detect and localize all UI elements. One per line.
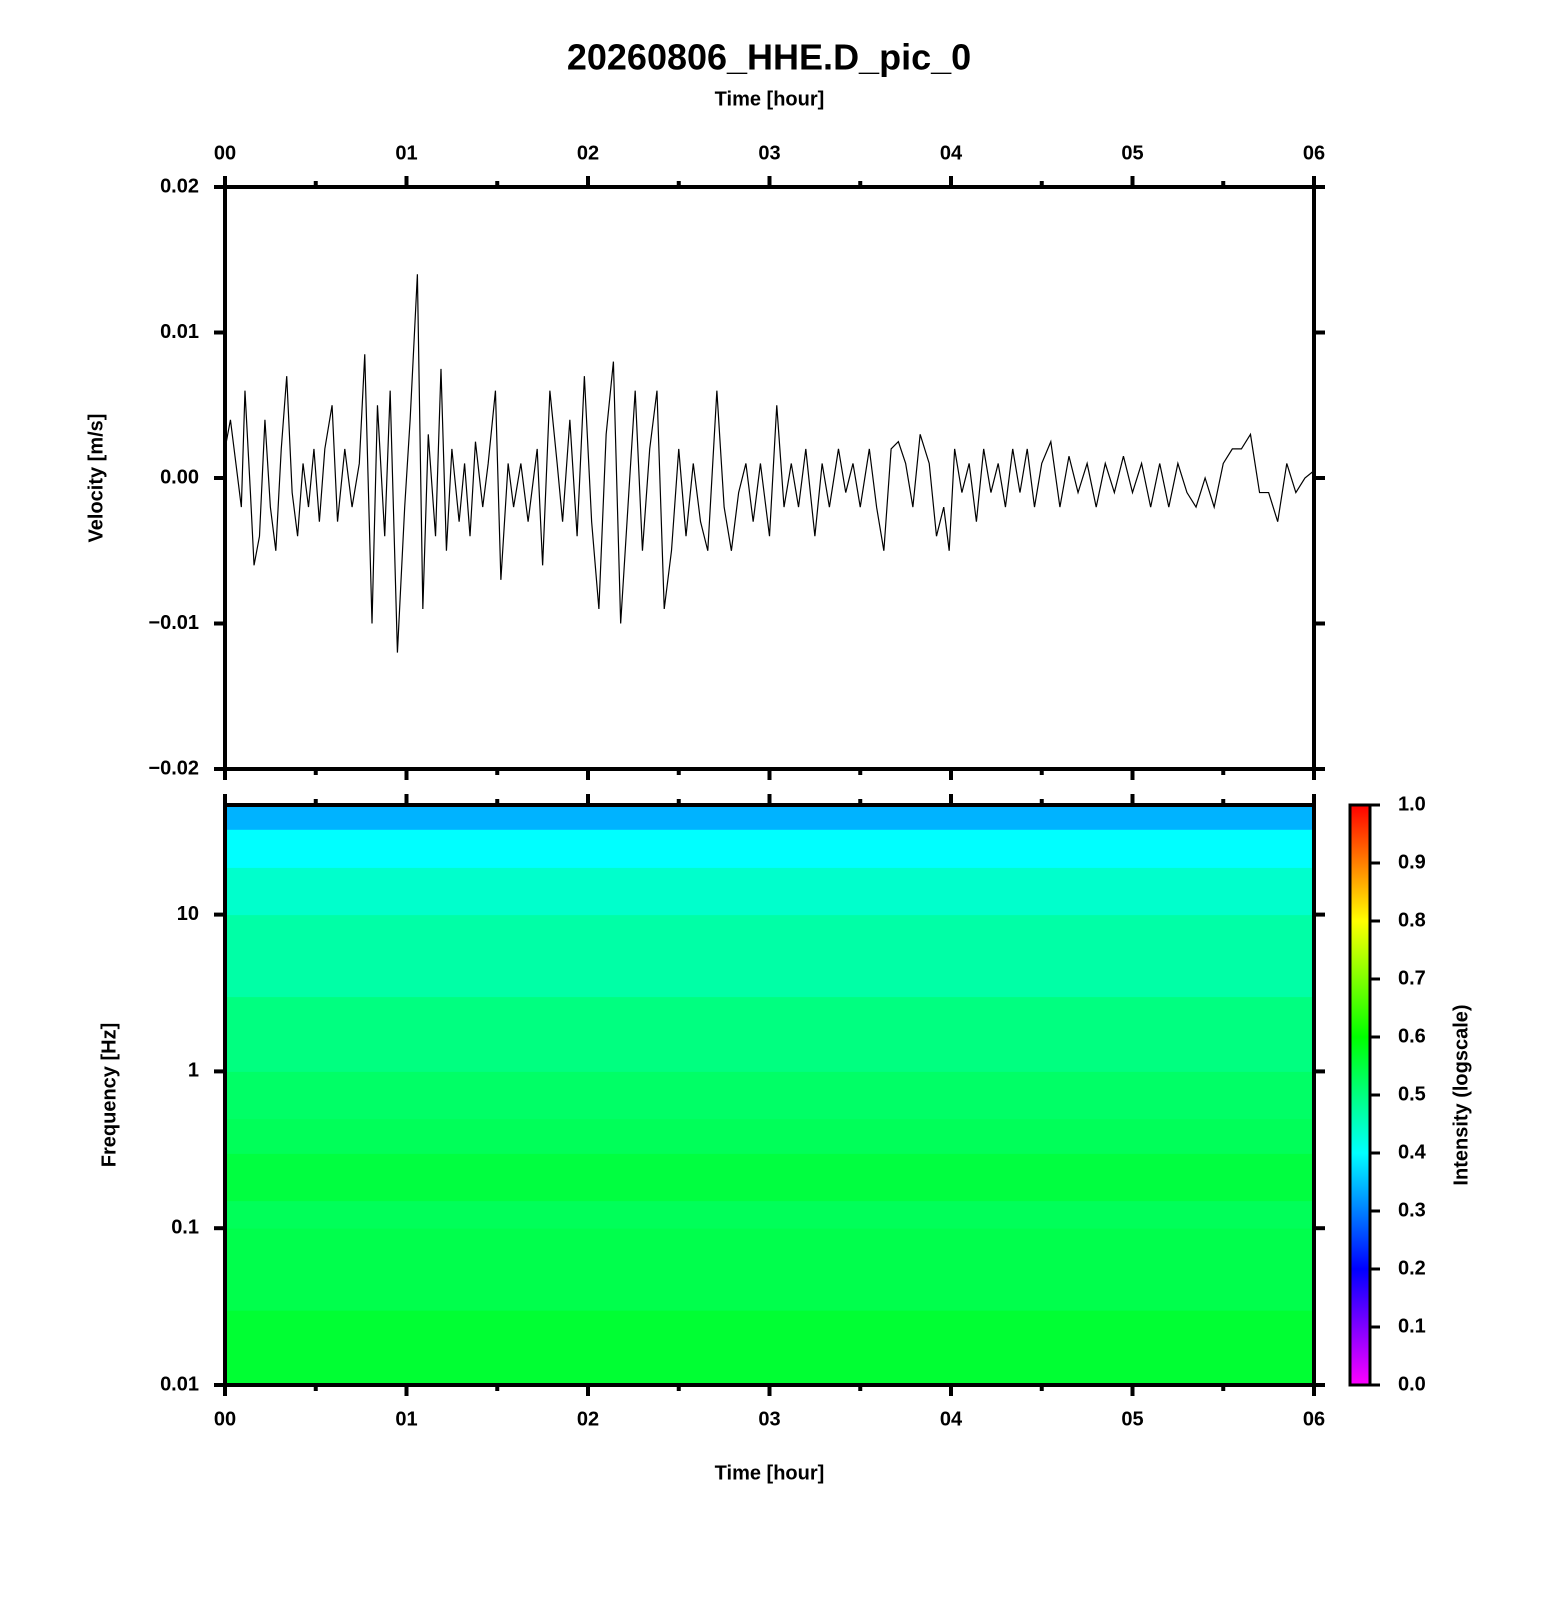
spectrogram-band <box>225 1153 1314 1202</box>
colorbar-tick-label: 0.2 <box>1398 1257 1426 1279</box>
x-tick-label: 01 <box>395 1408 417 1430</box>
y-axis-label: Frequency [Hz] <box>98 1023 120 1167</box>
colorbar-tick-label: 0.9 <box>1398 851 1426 873</box>
x-tick-label: 04 <box>940 142 963 164</box>
x-tick-label: 06 <box>1303 1408 1325 1430</box>
spectrogram-band <box>225 1310 1314 1386</box>
spectrogram-band <box>225 829 1314 868</box>
y-tick-label: 1 <box>188 1060 199 1082</box>
colorbar-tick-label: 0.1 <box>1398 1315 1426 1337</box>
x-tick-label: 05 <box>1121 142 1143 164</box>
spectrogram-band <box>225 914 1314 998</box>
y-tick-label: −0.01 <box>148 612 199 634</box>
colorbar-label: Intensity (logscale) <box>1450 1004 1472 1185</box>
spectrogram-band <box>225 1118 1314 1154</box>
x-tick-label: 04 <box>940 1408 963 1430</box>
spectrogram-band <box>225 867 1314 916</box>
x-tick-label: 02 <box>577 142 599 164</box>
colorbar-tick-label: 0.4 <box>1398 1141 1427 1163</box>
y-tick-label: 10 <box>177 903 199 925</box>
colorbar-tick-label: 1.0 <box>1398 793 1426 815</box>
x-tick-label: 00 <box>214 142 236 164</box>
waveform <box>224 274 1315 653</box>
axes-frame <box>223 185 1316 771</box>
x-tick-label: 05 <box>1121 1408 1143 1430</box>
y-tick-label: −0.02 <box>148 757 199 779</box>
x-axis-label: Time [hour] <box>715 1462 825 1484</box>
colorbar-tick-label: 0.5 <box>1398 1083 1426 1105</box>
spectrogram-band <box>225 996 1314 1072</box>
spectrogram-band <box>225 805 1314 830</box>
x-tick-label: 00 <box>214 1408 236 1430</box>
chart-title: 20260806_HHE.D_pic_0 <box>567 37 971 78</box>
x-axis-label: Time [hour] <box>715 88 825 110</box>
colorbar-tick-label: 0.7 <box>1398 967 1426 989</box>
y-axis-label: Velocity [m/s] <box>85 414 107 543</box>
x-tick-label: 06 <box>1303 142 1325 164</box>
colorbar-tick-label: 0.8 <box>1398 909 1426 931</box>
colorbar-tick-label: 0.0 <box>1398 1373 1426 1395</box>
y-tick-label: 0.01 <box>160 321 199 343</box>
y-tick-label: 0.00 <box>160 466 199 488</box>
colorbar-tick-label: 0.6 <box>1398 1025 1426 1047</box>
spectrogram-band <box>225 1228 1314 1311</box>
spectrogram-band <box>225 1071 1314 1120</box>
x-tick-label: 03 <box>758 1408 780 1430</box>
y-tick-label: 0.02 <box>160 175 199 197</box>
y-tick-label: 0.1 <box>171 1216 199 1238</box>
x-tick-label: 01 <box>395 142 417 164</box>
y-tick-label: 0.01 <box>160 1373 199 1395</box>
spectrogram-band <box>225 1200 1314 1229</box>
x-tick-label: 03 <box>758 142 780 164</box>
colorbar-tick-label: 0.3 <box>1398 1199 1426 1221</box>
colorbar <box>1348 803 1372 1387</box>
x-tick-label: 02 <box>577 1408 599 1430</box>
